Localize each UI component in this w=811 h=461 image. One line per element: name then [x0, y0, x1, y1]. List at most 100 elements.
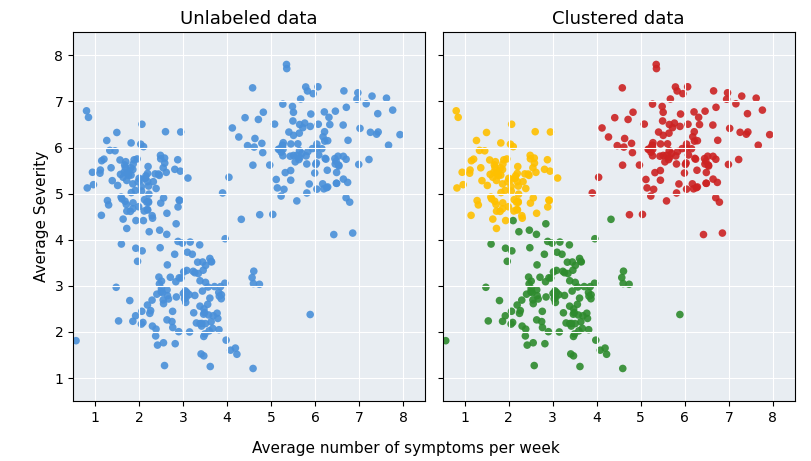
Point [141, 207, 154, 214]
Point [661, 140, 674, 148]
Point [129, 187, 142, 194]
Point [280, 61, 293, 68]
Point [690, 184, 703, 191]
Point [131, 258, 144, 265]
Point [488, 198, 501, 205]
Point [674, 110, 687, 118]
Point [690, 166, 703, 174]
Point [494, 171, 507, 179]
Point [550, 267, 563, 274]
Point [645, 148, 658, 156]
Point [161, 292, 174, 299]
Point [588, 279, 601, 287]
Point [328, 231, 341, 238]
Point [135, 141, 148, 148]
Point [494, 164, 507, 171]
Point [200, 262, 212, 269]
Point [152, 170, 165, 177]
Point [173, 196, 186, 204]
Point [300, 189, 313, 197]
Point [646, 142, 659, 149]
Point [618, 135, 631, 142]
Point [507, 217, 520, 225]
Point [197, 333, 210, 340]
Point [294, 154, 307, 161]
Point [550, 289, 563, 296]
Point [574, 258, 587, 265]
Point [105, 164, 118, 171]
Point [663, 147, 676, 154]
Point [563, 277, 576, 284]
Point [117, 215, 130, 223]
Point [144, 307, 157, 314]
Point [101, 137, 114, 144]
Point [311, 83, 324, 90]
Point [279, 169, 292, 176]
Point [532, 296, 545, 303]
Point [516, 322, 529, 330]
Point [577, 283, 590, 290]
Point [657, 132, 670, 139]
Point [573, 363, 586, 370]
Point [321, 137, 334, 144]
Point [490, 177, 503, 184]
Point [127, 318, 139, 325]
Point [650, 61, 663, 68]
Point [563, 320, 576, 327]
Point [157, 339, 170, 347]
Point [147, 178, 160, 185]
Point [693, 121, 706, 128]
Point [682, 151, 695, 159]
Point [225, 124, 238, 132]
Point [529, 128, 542, 136]
Point [146, 322, 159, 330]
Point [206, 325, 219, 332]
Point [341, 136, 354, 144]
Point [230, 350, 243, 358]
Point [371, 110, 384, 118]
Point [510, 206, 523, 213]
Point [576, 325, 589, 332]
Point [124, 208, 137, 215]
Point [616, 161, 629, 169]
Point [698, 155, 711, 162]
Point [662, 156, 675, 163]
Point [131, 155, 144, 163]
Point [548, 287, 561, 295]
Point [246, 84, 259, 92]
Point [191, 270, 204, 277]
Point [505, 247, 518, 254]
Point [293, 147, 306, 154]
Point [702, 162, 715, 170]
Point [277, 139, 290, 146]
Title: Clustered data: Clustered data [552, 10, 685, 28]
Point [602, 133, 615, 141]
Point [465, 157, 478, 165]
Point [519, 185, 532, 192]
Point [208, 283, 221, 290]
Point [569, 279, 581, 286]
Point [501, 178, 514, 185]
Point [204, 255, 217, 262]
Point [691, 183, 704, 191]
Point [202, 284, 215, 291]
Point [626, 149, 639, 156]
Point [284, 177, 297, 184]
Point [157, 296, 169, 304]
Point [343, 198, 356, 206]
Point [122, 171, 135, 179]
Point [642, 146, 654, 153]
Point [148, 170, 161, 177]
Point [198, 309, 211, 316]
Point [114, 156, 127, 164]
Point [496, 160, 509, 168]
Point [488, 161, 501, 169]
Point [681, 83, 694, 90]
Point [647, 186, 660, 193]
Point [470, 197, 483, 204]
Point [284, 153, 297, 160]
Point [127, 199, 139, 207]
Point [617, 143, 630, 151]
Point [371, 128, 384, 136]
Point [271, 184, 284, 192]
